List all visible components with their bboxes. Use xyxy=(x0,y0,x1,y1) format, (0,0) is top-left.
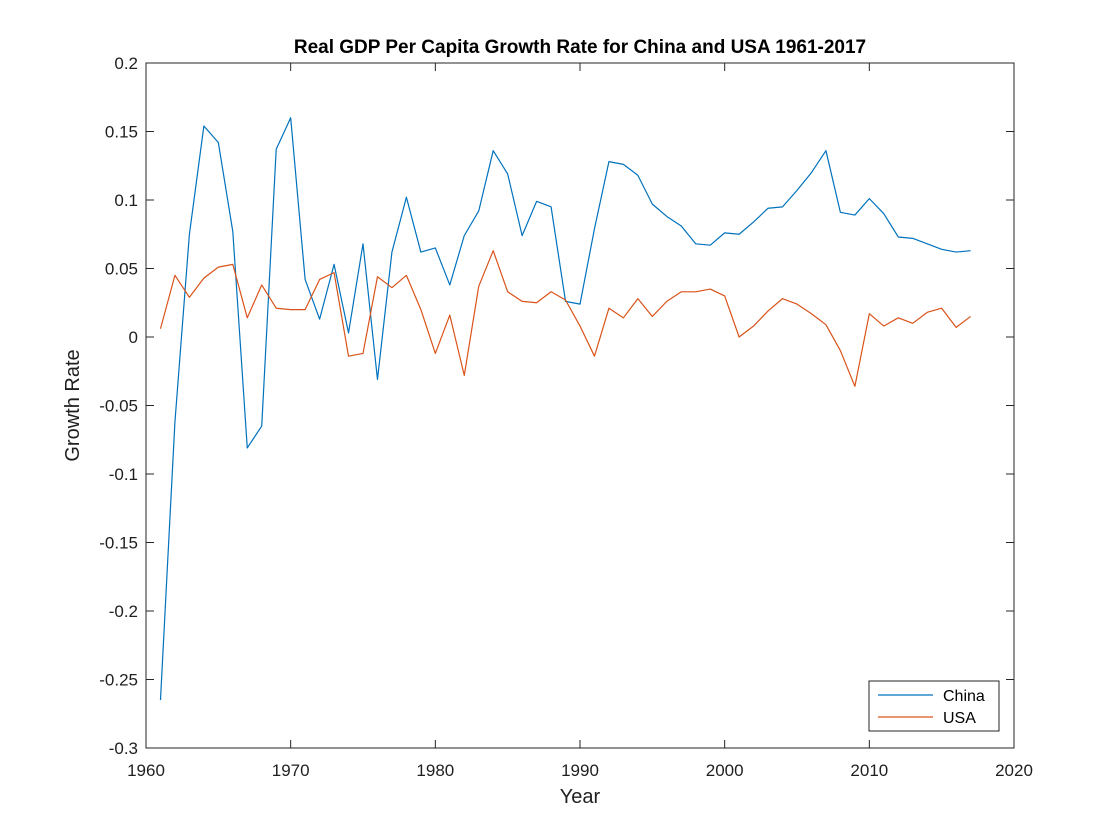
x-tick-label: 2010 xyxy=(850,761,888,780)
y-tick-label: 0 xyxy=(129,328,138,347)
y-tick-label: 0.15 xyxy=(105,123,138,142)
x-tick-label: 1970 xyxy=(272,761,310,780)
legend-box xyxy=(868,680,1000,732)
series-line-china xyxy=(159,117,971,701)
legend: China USA xyxy=(868,680,1000,732)
x-tick-label: 1980 xyxy=(416,761,454,780)
legend-label-usa: USA xyxy=(943,710,976,727)
y-tick-label: -0.2 xyxy=(109,602,138,621)
y-tick-label: 0.2 xyxy=(114,54,138,73)
y-axis-label: Growth Rate xyxy=(62,349,84,461)
chart-title: Real GDP Per Capita Growth Rate for Chin… xyxy=(294,37,866,58)
x-tick-label: 1990 xyxy=(561,761,599,780)
y-tick-label: -0.3 xyxy=(109,739,138,758)
series-line-usa xyxy=(159,250,971,387)
y-tick-label: 0.1 xyxy=(114,191,138,210)
y-tick-label: 0.05 xyxy=(105,260,138,279)
legend-label-china: China xyxy=(943,688,985,705)
y-tick-label: -0.05 xyxy=(99,397,138,416)
x-tick-label: 2020 xyxy=(995,761,1033,780)
y-tick-label: -0.25 xyxy=(99,671,138,690)
x-tick-label: 1960 xyxy=(127,761,165,780)
y-tick-label: -0.15 xyxy=(99,534,138,553)
y-tick-label: -0.1 xyxy=(109,465,138,484)
axis-ticks: 1960 1970 1980 1990 2000 2010 2020 0.2 0.15 0.1 0.… xyxy=(99,54,1033,780)
series-lines xyxy=(159,117,971,701)
x-tick-label: 2000 xyxy=(706,761,744,780)
x-axis-label: Year xyxy=(560,786,601,808)
plot-area xyxy=(145,62,1015,749)
